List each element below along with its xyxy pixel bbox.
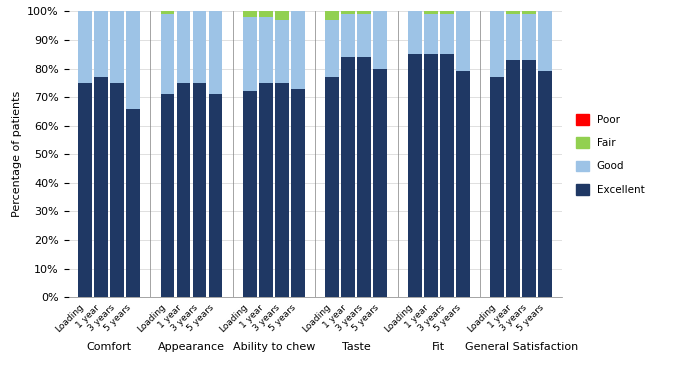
- Text: 5 years: 5 years: [186, 303, 216, 333]
- Bar: [325, 11, 339, 20]
- Bar: [192, 11, 206, 83]
- Bar: [94, 77, 108, 297]
- Bar: [110, 83, 124, 297]
- Bar: [490, 11, 504, 77]
- Bar: [523, 60, 536, 297]
- Text: 3 years: 3 years: [334, 303, 364, 333]
- Bar: [424, 14, 438, 54]
- Bar: [192, 83, 206, 297]
- Bar: [259, 17, 273, 83]
- Bar: [490, 77, 504, 297]
- Bar: [341, 57, 355, 297]
- Bar: [523, 14, 536, 60]
- Bar: [325, 77, 339, 297]
- Text: General Satisfaction: General Satisfaction: [464, 342, 577, 352]
- Bar: [275, 83, 289, 297]
- Bar: [243, 91, 257, 297]
- Text: Loading: Loading: [219, 303, 250, 335]
- Text: Fit: Fit: [432, 342, 445, 352]
- Legend: Poor, Fair, Good, Excellent: Poor, Fair, Good, Excellent: [572, 110, 649, 199]
- Bar: [358, 14, 371, 57]
- Bar: [291, 88, 305, 297]
- Bar: [440, 11, 453, 14]
- Bar: [275, 20, 289, 83]
- Bar: [275, 11, 289, 20]
- Text: 3 years: 3 years: [499, 303, 530, 333]
- Text: 3 years: 3 years: [252, 303, 282, 333]
- Bar: [408, 54, 421, 297]
- Bar: [126, 11, 140, 109]
- Bar: [456, 72, 470, 297]
- Bar: [160, 14, 174, 94]
- Y-axis label: Percentage of patients: Percentage of patients: [12, 91, 22, 218]
- Bar: [523, 11, 536, 14]
- Text: 3 years: 3 years: [416, 303, 447, 333]
- Text: 3 years: 3 years: [169, 303, 199, 333]
- Bar: [78, 83, 92, 297]
- Bar: [506, 60, 520, 297]
- Bar: [538, 72, 552, 297]
- Bar: [177, 11, 190, 83]
- Bar: [424, 11, 438, 14]
- Bar: [78, 11, 92, 83]
- Text: 1 year: 1 year: [404, 303, 431, 330]
- Bar: [209, 11, 223, 94]
- Bar: [358, 57, 371, 297]
- Bar: [160, 94, 174, 297]
- Text: 1 year: 1 year: [321, 303, 348, 330]
- Bar: [440, 54, 453, 297]
- Bar: [506, 14, 520, 60]
- Bar: [424, 54, 438, 297]
- Bar: [456, 11, 470, 72]
- Bar: [506, 11, 520, 14]
- Bar: [94, 11, 108, 77]
- Bar: [373, 69, 387, 297]
- Bar: [209, 94, 223, 297]
- Text: 1 year: 1 year: [486, 303, 513, 330]
- Bar: [243, 17, 257, 91]
- Bar: [358, 11, 371, 14]
- Text: 1 year: 1 year: [239, 303, 266, 330]
- Bar: [538, 11, 552, 72]
- Text: Loading: Loading: [53, 303, 85, 335]
- Text: Loading: Loading: [466, 303, 497, 335]
- Text: Appearance: Appearance: [158, 342, 225, 352]
- Bar: [291, 11, 305, 88]
- Text: 5 years: 5 years: [103, 303, 133, 333]
- Text: Taste: Taste: [342, 342, 371, 352]
- Text: 1 year: 1 year: [157, 303, 184, 330]
- Bar: [440, 14, 453, 54]
- Text: 3 years: 3 years: [87, 303, 117, 333]
- Bar: [325, 20, 339, 77]
- Bar: [126, 109, 140, 297]
- Bar: [243, 11, 257, 17]
- Bar: [373, 11, 387, 69]
- Text: Loading: Loading: [383, 303, 414, 335]
- Text: 5 years: 5 years: [350, 303, 380, 333]
- Text: 5 years: 5 years: [433, 303, 463, 333]
- Bar: [259, 11, 273, 17]
- Bar: [341, 11, 355, 14]
- Text: Loading: Loading: [301, 303, 332, 335]
- Bar: [110, 11, 124, 83]
- Bar: [408, 11, 421, 54]
- Text: Ability to chew: Ability to chew: [233, 342, 315, 352]
- Text: 5 years: 5 years: [515, 303, 545, 333]
- Text: Comfort: Comfort: [86, 342, 132, 352]
- Bar: [259, 83, 273, 297]
- Text: Loading: Loading: [136, 303, 167, 335]
- Bar: [160, 11, 174, 14]
- Text: 5 years: 5 years: [268, 303, 298, 333]
- Text: 1 year: 1 year: [74, 303, 101, 330]
- Bar: [341, 14, 355, 57]
- Bar: [177, 83, 190, 297]
